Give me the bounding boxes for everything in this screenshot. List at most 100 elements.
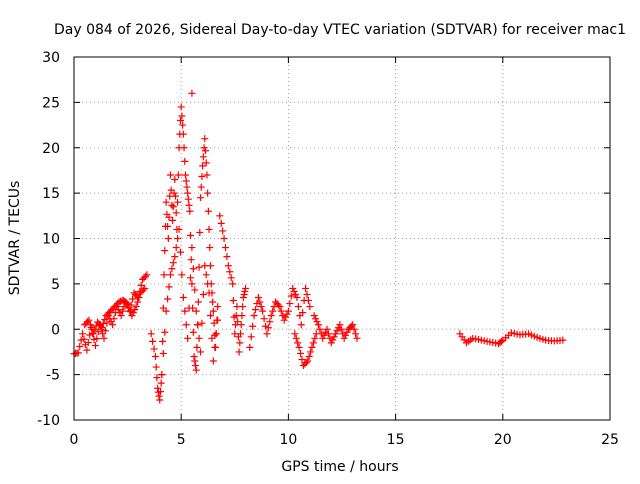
data-point [247,333,255,341]
data-point [126,307,134,315]
grid [74,57,610,420]
data-point [343,328,351,336]
data-point [182,321,190,329]
data-point [352,330,360,338]
data-point [227,274,235,282]
data-point [186,231,194,239]
data-point [191,362,199,370]
data-point [264,324,272,332]
data-point [238,312,246,320]
data-point [196,348,204,356]
data-point [79,330,87,338]
data-point [164,235,172,242]
data-point [254,293,262,301]
data-point [206,244,214,252]
data-point [170,189,178,197]
data-point [199,162,207,170]
data-point [330,333,338,341]
data-point [166,271,174,279]
data-point [260,315,268,323]
data-point [203,171,211,179]
data-point [327,339,335,347]
data-point [80,335,88,343]
data-point [143,271,151,279]
data-point [304,297,312,305]
data-point [155,392,163,400]
data-point [98,323,106,331]
segment-evening [456,329,567,348]
data-point [217,219,225,227]
data-point [192,307,200,315]
data-point [235,348,243,356]
data-point [294,303,302,311]
data-point [195,263,203,271]
data-point [276,303,284,311]
data-point [124,300,132,308]
data-point [304,357,312,365]
data-point [189,265,197,273]
data-point [269,307,277,315]
data-point [159,349,167,357]
data-point [99,320,107,328]
data-point [332,330,340,338]
data-point [85,316,93,324]
data-point [308,343,316,351]
segment-midday-lower [291,330,320,370]
data-point [164,295,172,303]
data-point [168,265,176,273]
data-point [256,298,264,306]
data-point [229,297,237,305]
x-tick-label: 0 [70,432,79,448]
data-point [151,352,159,360]
data-point [311,334,319,342]
data-point [212,330,220,338]
data-point [187,256,195,264]
data-point [176,248,184,256]
data-point [297,321,305,329]
segment-late-morning [216,212,250,356]
data-point [184,195,192,203]
data-point [204,207,212,215]
data-point [110,315,118,323]
y-tick-label: 0 [51,322,60,338]
data-point [197,183,205,191]
data-point [165,283,173,291]
data-point [223,253,231,261]
data-point [149,337,157,345]
data-point [91,342,99,350]
data-point [292,290,300,298]
y-tick-label: 25 [42,95,60,111]
data-point [313,318,321,326]
data-point [193,343,201,351]
data-point [293,293,301,301]
data-point [162,307,170,315]
y-tick-label: 5 [51,277,60,293]
y-axis-label: SDTVAR / TECUs [7,181,23,296]
data-point [239,293,247,301]
data-point [141,284,149,292]
segment-early-afternoon [310,312,361,347]
data-point [198,172,206,180]
data-point [207,312,215,320]
data-point [226,268,234,276]
data-point [194,298,202,306]
data-point [229,280,237,288]
data-point [74,349,82,357]
data-point [289,284,297,292]
data-point [314,321,322,329]
data-point [237,330,245,338]
data-point [183,183,191,191]
x-axis-label: GPS time / hours [281,459,398,475]
data-point [169,259,177,267]
data-point [135,293,143,301]
data-point [86,321,94,329]
data-point [216,212,224,220]
data-point [139,286,147,294]
data-point [178,112,186,120]
axis-ticks: 0 5 10 15 20 25 -10 -5 0 5 10 15 20 25 30 [37,50,619,448]
data-point [257,303,265,311]
data-point [159,337,167,345]
data-point [156,396,164,404]
data-point [179,130,187,138]
